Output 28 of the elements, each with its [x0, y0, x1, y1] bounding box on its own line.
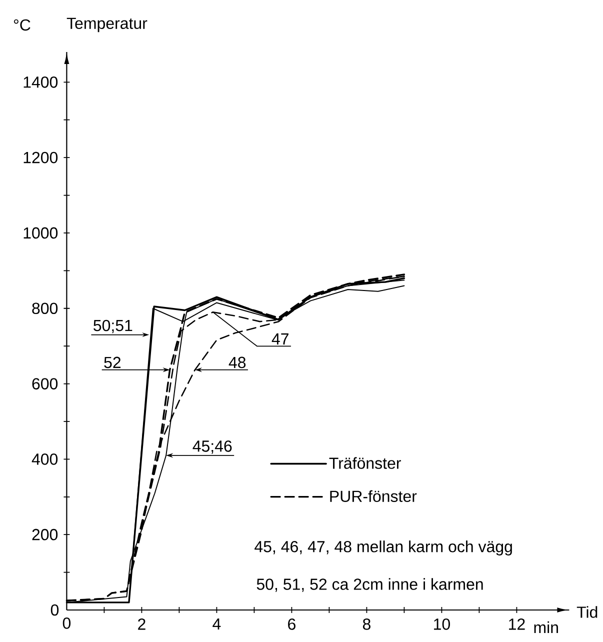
x-tick-label: 2: [138, 618, 146, 630]
text: °C: [14, 19, 30, 31]
x-axis-title: Tid: [576, 606, 598, 618]
legend-label: PUR-fönster: [330, 490, 417, 502]
annotation: 45, 46, 47, 48 mellan karm och vägg: [254, 540, 512, 556]
annotation: 48: [228, 356, 246, 368]
y-axis-title: Temperatur: [66, 18, 148, 32]
y-tick-label: 1000: [24, 227, 58, 239]
y-tick-label: 600: [32, 378, 58, 390]
text: min: [534, 621, 558, 633]
x-tick-label: 12: [509, 618, 525, 630]
annotation: 47: [272, 333, 288, 344]
y-tick-label: 400: [32, 454, 58, 465]
x-tick-label: 4: [212, 618, 221, 630]
annotation: 50, 51, 52 ca 2cm inne i karmen: [256, 578, 483, 592]
annotation: 45;46: [192, 440, 232, 454]
legend-label: Träfönster: [329, 457, 401, 469]
y-tick-label: 1400: [24, 76, 58, 88]
x-tick-label: 10: [434, 618, 450, 630]
annotation: 52: [104, 356, 121, 368]
y-tick-label: 0: [50, 604, 59, 616]
y-tick-label: 800: [32, 302, 58, 314]
x-tick-label: 6: [288, 618, 296, 630]
x-tick-label: 0: [62, 618, 71, 629]
y-tick-label: 1200: [24, 152, 58, 164]
x-tick-label: 8: [362, 618, 370, 630]
y-tick-label: 200: [32, 528, 58, 540]
annotation: 50;51: [94, 320, 132, 334]
